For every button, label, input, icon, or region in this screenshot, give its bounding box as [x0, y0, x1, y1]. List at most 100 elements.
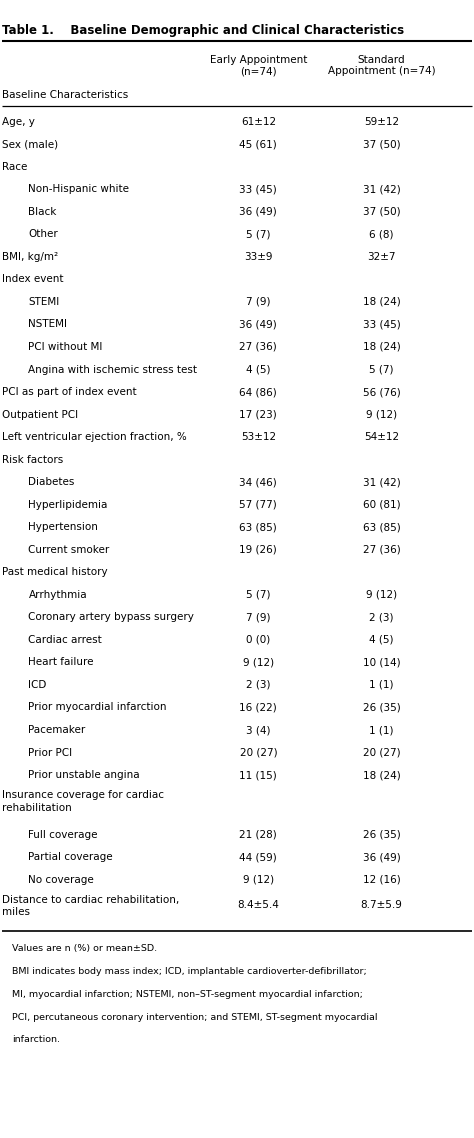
Text: Prior myocardial infarction: Prior myocardial infarction — [28, 702, 167, 712]
Text: 33±9: 33±9 — [244, 251, 273, 262]
Text: 64 (86): 64 (86) — [239, 387, 277, 397]
Text: 27 (36): 27 (36) — [239, 343, 277, 352]
Text: 7 (9): 7 (9) — [246, 297, 271, 307]
Text: PCI without MI: PCI without MI — [28, 343, 103, 352]
Text: STEMI: STEMI — [28, 297, 60, 307]
Text: Hypertension: Hypertension — [28, 522, 98, 533]
Text: 32±7: 32±7 — [367, 251, 396, 262]
Text: 27 (36): 27 (36) — [363, 545, 401, 554]
Text: Outpatient PCI: Outpatient PCI — [2, 410, 79, 420]
Text: Current smoker: Current smoker — [28, 545, 109, 554]
Text: 37 (50): 37 (50) — [363, 207, 401, 216]
Text: 8.4±5.4: 8.4±5.4 — [237, 900, 279, 909]
Text: PCI, percutaneous coronary intervention; and STEMI, ST-segment myocardial: PCI, percutaneous coronary intervention;… — [12, 1013, 377, 1022]
Text: BMI indicates body mass index; ICD, implantable cardioverter-defibrillator;: BMI indicates body mass index; ICD, impl… — [12, 967, 366, 976]
Text: 7 (9): 7 (9) — [246, 612, 271, 622]
Text: 37 (50): 37 (50) — [363, 139, 401, 149]
Text: Black: Black — [28, 207, 57, 216]
Text: Hyperlipidemia: Hyperlipidemia — [28, 500, 108, 510]
Text: PCI as part of index event: PCI as part of index event — [2, 387, 137, 397]
Text: 57 (77): 57 (77) — [239, 500, 277, 510]
Text: 4 (5): 4 (5) — [246, 364, 271, 374]
Text: 9 (12): 9 (12) — [243, 658, 274, 667]
Text: BMI, kg/m²: BMI, kg/m² — [2, 251, 58, 262]
Text: Baseline Characteristics: Baseline Characteristics — [2, 90, 128, 100]
Text: 18 (24): 18 (24) — [363, 770, 401, 780]
Text: 33 (45): 33 (45) — [363, 320, 401, 329]
Text: 10 (14): 10 (14) — [363, 658, 401, 667]
Text: Race: Race — [2, 162, 28, 172]
Text: 63 (85): 63 (85) — [239, 522, 277, 533]
Text: 1 (1): 1 (1) — [369, 681, 394, 690]
Text: Prior PCI: Prior PCI — [28, 748, 73, 758]
Text: 61±12: 61±12 — [241, 117, 276, 126]
Text: Standard
Appointment (n=74): Standard Appointment (n=74) — [328, 55, 436, 76]
Text: 59±12: 59±12 — [364, 117, 399, 126]
Text: 31 (42): 31 (42) — [363, 184, 401, 195]
Text: 21 (28): 21 (28) — [239, 830, 277, 840]
Text: 3 (4): 3 (4) — [246, 725, 271, 735]
Text: 4 (5): 4 (5) — [369, 635, 394, 645]
Text: 9 (12): 9 (12) — [243, 875, 274, 885]
Text: 63 (85): 63 (85) — [363, 522, 401, 533]
Text: Partial coverage: Partial coverage — [28, 852, 113, 863]
Text: 26 (35): 26 (35) — [363, 702, 401, 712]
Text: 20 (27): 20 (27) — [363, 748, 401, 758]
Text: 45 (61): 45 (61) — [239, 139, 277, 149]
Text: Past medical history: Past medical history — [2, 568, 108, 577]
Text: 34 (46): 34 (46) — [239, 477, 277, 487]
Text: 33 (45): 33 (45) — [239, 184, 277, 195]
Text: 9 (12): 9 (12) — [366, 589, 397, 600]
Text: 6 (8): 6 (8) — [369, 230, 394, 239]
Text: 8.7±5.9: 8.7±5.9 — [361, 900, 402, 909]
Text: No coverage: No coverage — [28, 875, 94, 885]
Text: 5 (7): 5 (7) — [246, 230, 271, 239]
Text: 19 (26): 19 (26) — [239, 545, 277, 554]
Text: 54±12: 54±12 — [364, 432, 399, 442]
Text: 5 (7): 5 (7) — [246, 589, 271, 600]
Text: ICD: ICD — [28, 681, 47, 690]
Text: 5 (7): 5 (7) — [369, 364, 394, 374]
Text: infarction.: infarction. — [12, 1036, 60, 1045]
Text: 18 (24): 18 (24) — [363, 343, 401, 352]
Text: 9 (12): 9 (12) — [366, 410, 397, 420]
Text: 56 (76): 56 (76) — [363, 387, 401, 397]
Text: 16 (22): 16 (22) — [239, 702, 277, 712]
Text: Early Appointment
(n=74): Early Appointment (n=74) — [210, 55, 307, 76]
Text: Age, y: Age, y — [2, 117, 35, 126]
Text: 36 (49): 36 (49) — [239, 207, 277, 216]
Text: 11 (15): 11 (15) — [239, 770, 277, 780]
Text: Arrhythmia: Arrhythmia — [28, 589, 87, 600]
Text: MI, myocardial infarction; NSTEMI, non–ST-segment myocardial infarction;: MI, myocardial infarction; NSTEMI, non–S… — [12, 990, 363, 999]
Text: 44 (59): 44 (59) — [239, 852, 277, 863]
Text: 17 (23): 17 (23) — [239, 410, 277, 420]
Text: Coronary artery bypass surgery: Coronary artery bypass surgery — [28, 612, 194, 622]
Text: Other: Other — [28, 230, 58, 239]
Text: Prior unstable angina: Prior unstable angina — [28, 770, 140, 780]
Text: 53±12: 53±12 — [241, 432, 276, 442]
Text: Sex (male): Sex (male) — [2, 139, 58, 149]
Text: 1 (1): 1 (1) — [369, 725, 394, 735]
Text: 31 (42): 31 (42) — [363, 477, 401, 487]
Text: Table 1.    Baseline Demographic and Clinical Characteristics: Table 1. Baseline Demographic and Clinic… — [2, 24, 404, 36]
Text: 20 (27): 20 (27) — [239, 748, 277, 758]
Text: Left ventricular ejection fraction, %: Left ventricular ejection fraction, % — [2, 432, 187, 442]
Text: 0 (0): 0 (0) — [246, 635, 271, 645]
Text: Pacemaker: Pacemaker — [28, 725, 86, 735]
Text: 12 (16): 12 (16) — [363, 875, 401, 885]
Text: 36 (49): 36 (49) — [239, 320, 277, 329]
Text: Diabetes: Diabetes — [28, 477, 75, 487]
Text: Index event: Index event — [2, 274, 64, 284]
Text: Cardiac arrest: Cardiac arrest — [28, 635, 102, 645]
Text: 36 (49): 36 (49) — [363, 852, 401, 863]
Text: Full coverage: Full coverage — [28, 830, 98, 840]
Text: 2 (3): 2 (3) — [369, 612, 394, 622]
Text: Risk factors: Risk factors — [2, 455, 64, 464]
Text: 2 (3): 2 (3) — [246, 681, 271, 690]
Text: Angina with ischemic stress test: Angina with ischemic stress test — [28, 364, 198, 374]
Text: 18 (24): 18 (24) — [363, 297, 401, 307]
Text: Insurance coverage for cardiac
rehabilitation: Insurance coverage for cardiac rehabilit… — [2, 790, 164, 813]
Text: NSTEMI: NSTEMI — [28, 320, 67, 329]
Text: Non-Hispanic white: Non-Hispanic white — [28, 184, 129, 195]
Text: Heart failure: Heart failure — [28, 658, 94, 667]
